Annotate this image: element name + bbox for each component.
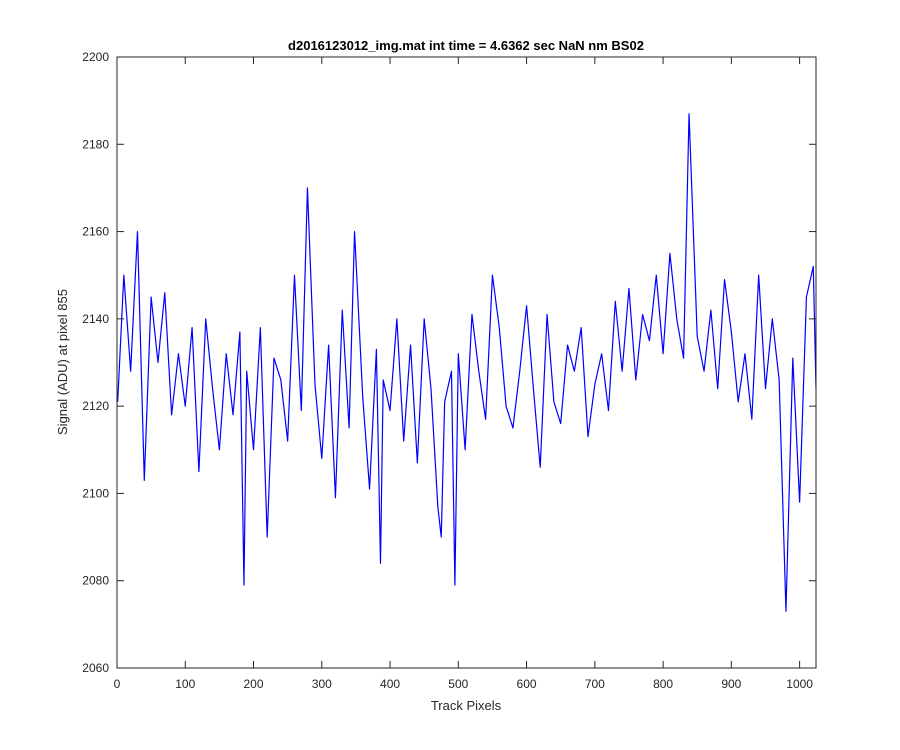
x-axis-label: Track Pixels bbox=[431, 698, 502, 713]
ticks-layer: 0 100 200 300 400 500 600 700 800 900 1000 2060 2080… bbox=[82, 50, 816, 691]
plot-area-frame bbox=[116, 56, 817, 669]
y-tick-label: 2180 bbox=[82, 137, 109, 151]
x-tick-label: 100 bbox=[175, 677, 195, 691]
y-tick-label: 2140 bbox=[82, 312, 109, 326]
chart-title: d2016123012_img.mat int time = 4.6362 se… bbox=[288, 38, 644, 53]
series-line bbox=[117, 113, 817, 612]
x-tick-label: 800 bbox=[653, 677, 673, 691]
plot-area-background bbox=[117, 57, 816, 668]
x-tick-label: 400 bbox=[380, 677, 400, 691]
y-tick-label: 2160 bbox=[82, 225, 109, 239]
x-tick-label: 900 bbox=[721, 677, 741, 691]
y-tick-label: 2060 bbox=[82, 661, 109, 675]
y-tick-label: 2100 bbox=[82, 486, 109, 500]
y-axis-label: Signal (ADU) at pixel 855 bbox=[55, 289, 70, 435]
x-tick-label: 500 bbox=[448, 677, 468, 691]
x-tick-label: 0 bbox=[114, 677, 121, 691]
x-tick-label: 700 bbox=[585, 677, 605, 691]
series-layer bbox=[117, 113, 817, 612]
x-tick-label: 1000 bbox=[786, 677, 813, 691]
y-tick-label: 2120 bbox=[82, 399, 109, 413]
x-tick-label: 300 bbox=[312, 677, 332, 691]
y-tick-label: 2080 bbox=[82, 574, 109, 588]
x-tick-label: 200 bbox=[244, 677, 264, 691]
x-tick-label: 600 bbox=[517, 677, 537, 691]
y-tick-label: 2200 bbox=[82, 50, 109, 64]
